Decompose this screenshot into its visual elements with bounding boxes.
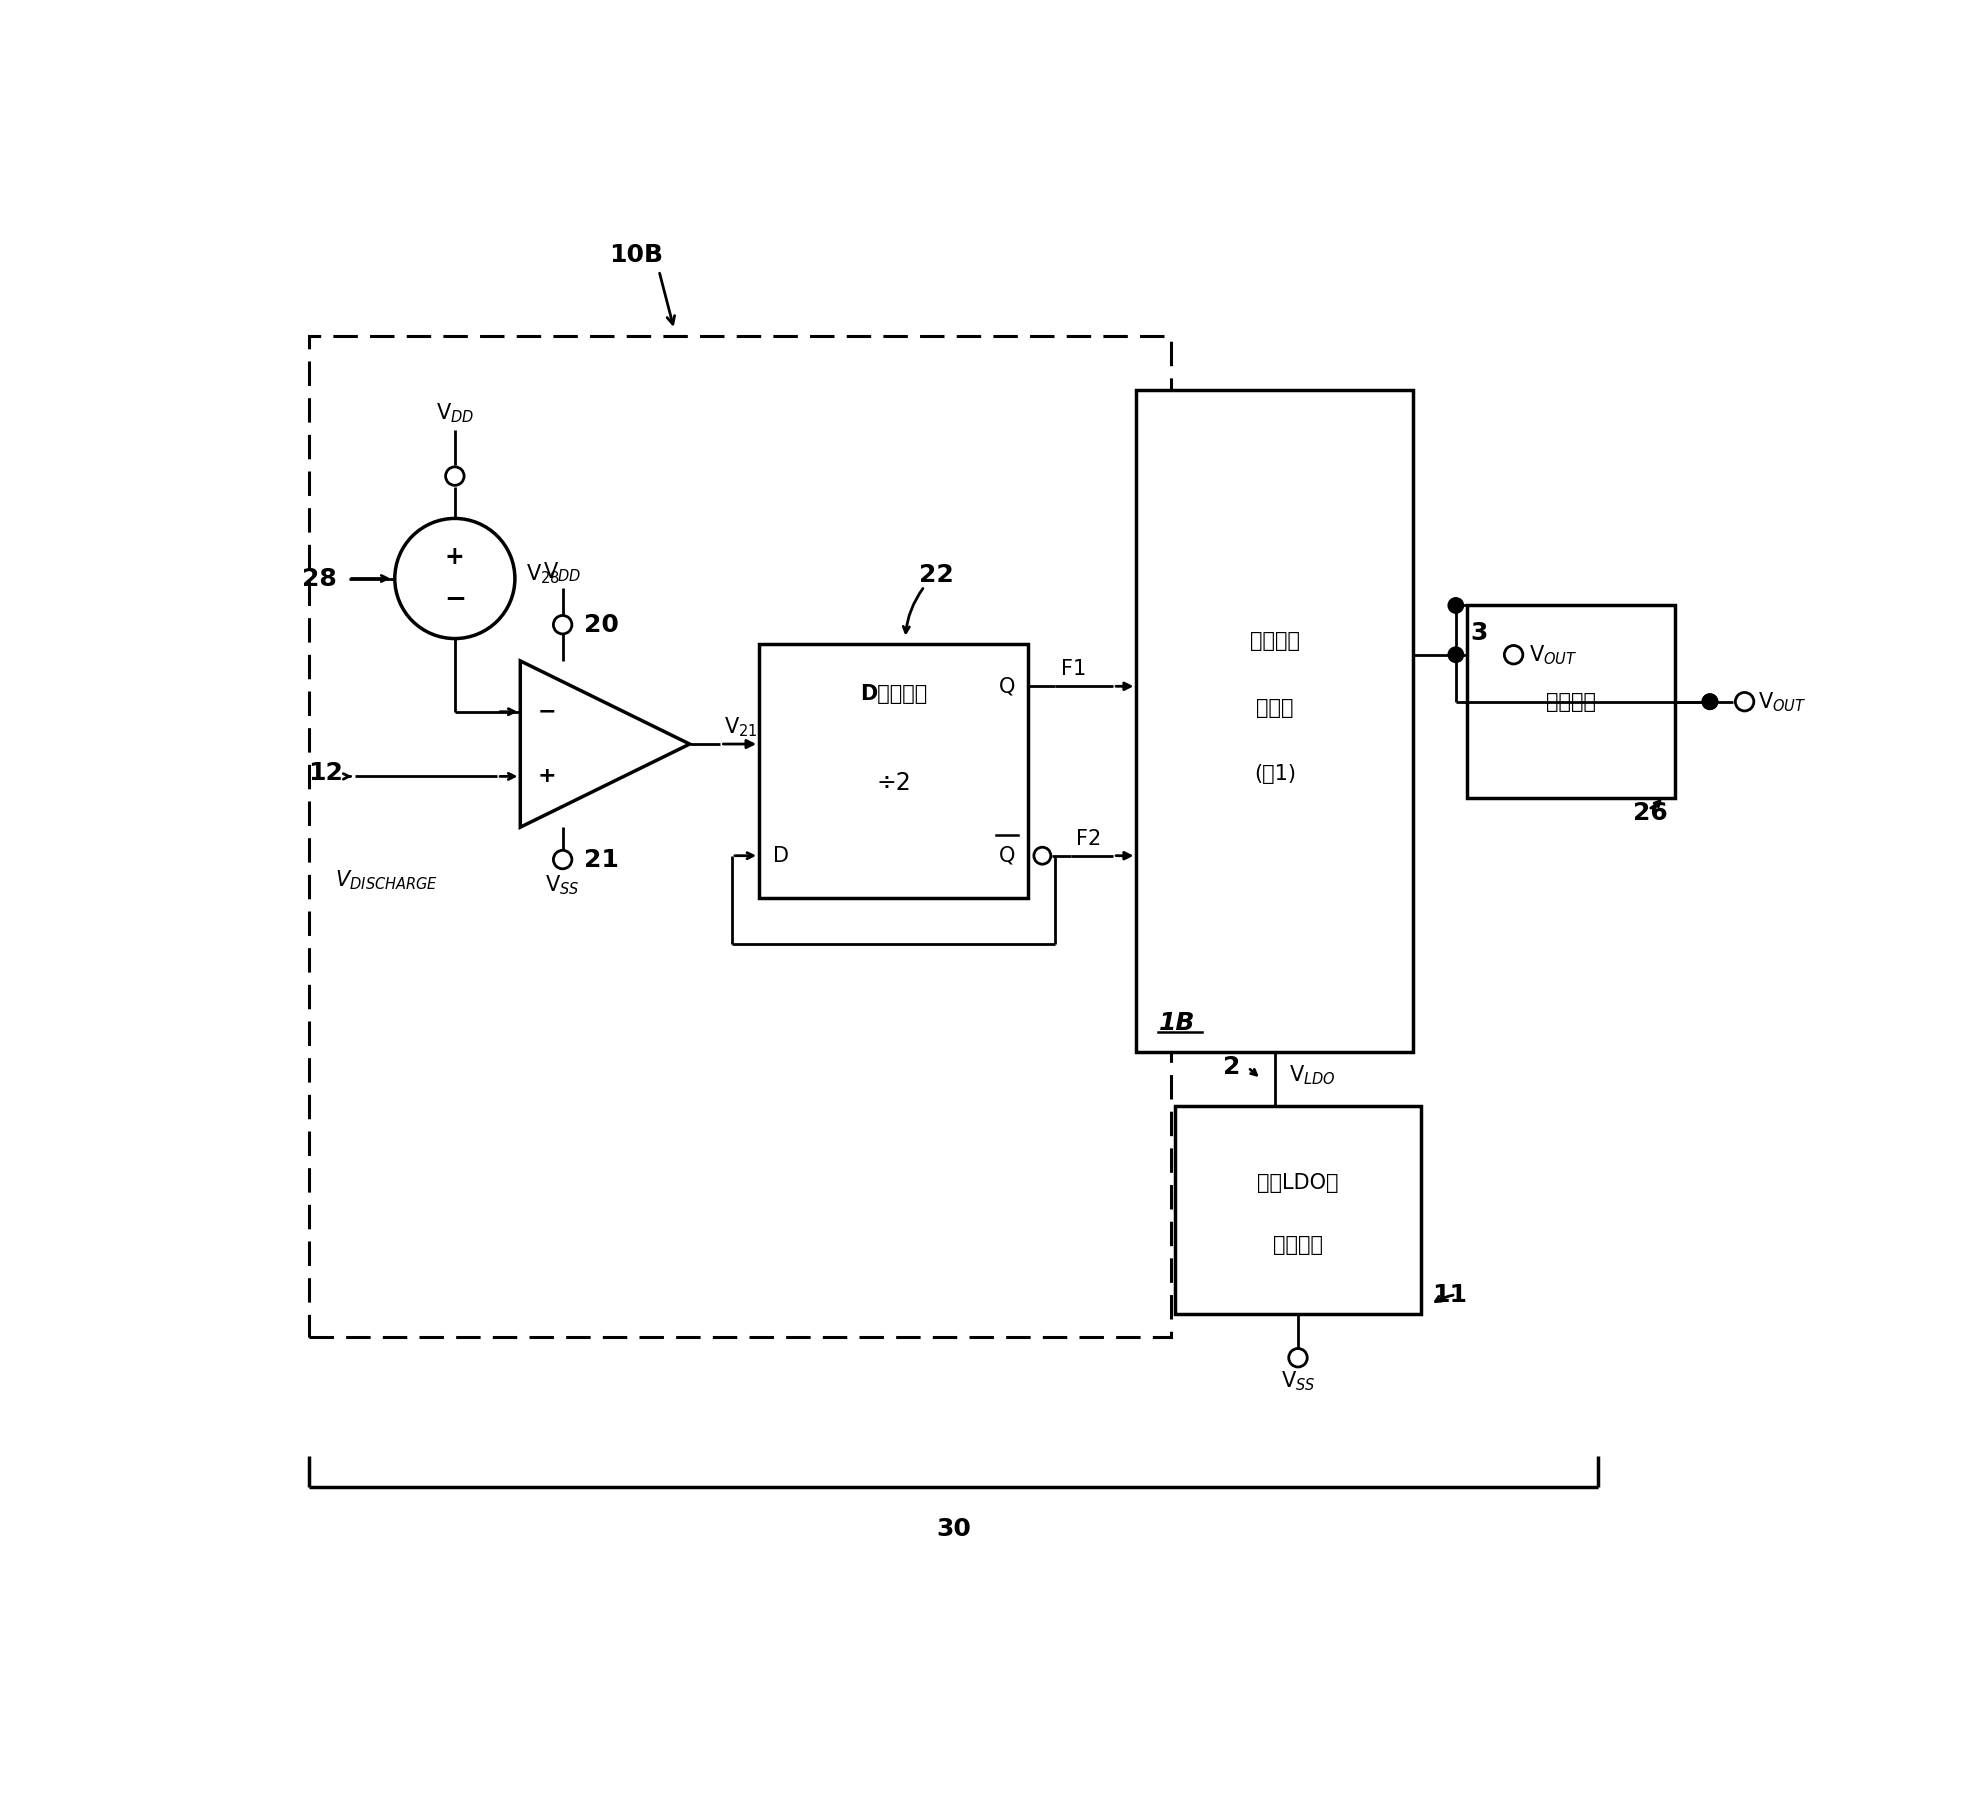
- Circle shape: [553, 616, 572, 634]
- Text: 电流模式: 电流模式: [1249, 632, 1300, 652]
- Text: 可选LDO电: 可选LDO电: [1257, 1173, 1340, 1193]
- FancyBboxPatch shape: [1137, 390, 1414, 1052]
- Text: +: +: [445, 545, 464, 569]
- Text: −: −: [537, 702, 557, 722]
- Text: 10B: 10B: [610, 244, 663, 267]
- Text: V$_{21}$: V$_{21}$: [724, 715, 757, 738]
- Text: V$_{28}$: V$_{28}$: [527, 563, 561, 587]
- Text: +: +: [537, 767, 557, 787]
- Circle shape: [395, 518, 515, 639]
- Circle shape: [1505, 646, 1522, 664]
- Text: 3: 3: [1469, 621, 1487, 644]
- Circle shape: [553, 850, 572, 868]
- Text: 2: 2: [1223, 1056, 1241, 1079]
- Text: V$_{DISCHARGE}$: V$_{DISCHARGE}$: [336, 868, 439, 892]
- Circle shape: [1735, 693, 1755, 711]
- Text: 压调节器: 压调节器: [1273, 1235, 1324, 1254]
- Text: V$_{LDO}$: V$_{LDO}$: [1288, 1063, 1336, 1087]
- Text: ÷2: ÷2: [877, 771, 911, 794]
- Text: Q: Q: [999, 847, 1015, 866]
- Circle shape: [1035, 847, 1050, 865]
- Text: Q: Q: [999, 677, 1015, 697]
- Text: D型触发器: D型触发器: [860, 684, 926, 704]
- Text: 20: 20: [584, 612, 620, 637]
- Circle shape: [1448, 646, 1463, 662]
- Text: F2: F2: [1076, 828, 1102, 848]
- Text: 28: 28: [303, 567, 336, 590]
- Text: 26: 26: [1633, 801, 1668, 825]
- Text: V$_{SS}$: V$_{SS}$: [545, 874, 580, 897]
- Text: (图1): (图1): [1253, 764, 1296, 783]
- Text: 应用电路: 应用电路: [1546, 691, 1597, 711]
- FancyBboxPatch shape: [759, 644, 1029, 899]
- Text: V$_{OUT}$: V$_{OUT}$: [1758, 690, 1808, 713]
- Text: V$_{OUT}$: V$_{OUT}$: [1528, 643, 1578, 666]
- FancyBboxPatch shape: [1467, 605, 1676, 798]
- Text: V$_{SS}$: V$_{SS}$: [1281, 1370, 1316, 1393]
- FancyBboxPatch shape: [1174, 1106, 1422, 1314]
- Text: 11: 11: [1432, 1283, 1467, 1307]
- Circle shape: [447, 467, 464, 486]
- Text: V$_{DD}$: V$_{DD}$: [435, 401, 474, 424]
- Text: D: D: [773, 847, 789, 866]
- Text: 21: 21: [584, 848, 620, 872]
- Circle shape: [1701, 693, 1717, 709]
- Text: 22: 22: [919, 563, 954, 587]
- Text: V$_{DD}$: V$_{DD}$: [543, 561, 582, 585]
- Circle shape: [1288, 1348, 1308, 1366]
- Text: 1B: 1B: [1159, 1011, 1196, 1034]
- Text: 30: 30: [936, 1518, 972, 1541]
- Text: −: −: [445, 587, 466, 614]
- Text: F1: F1: [1060, 659, 1086, 679]
- Circle shape: [1701, 693, 1717, 709]
- Text: 12: 12: [309, 760, 342, 785]
- Circle shape: [1448, 597, 1463, 614]
- Text: 电荷泵: 电荷泵: [1257, 699, 1294, 718]
